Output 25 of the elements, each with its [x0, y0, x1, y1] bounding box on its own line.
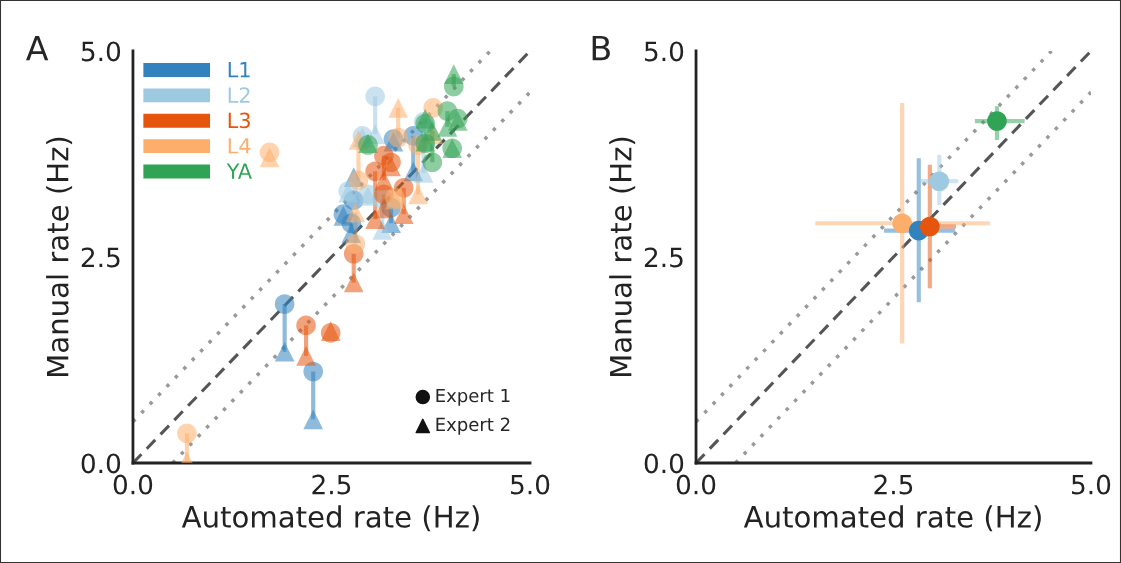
annotation: Expert 2: [436, 417, 510, 435]
legend-label: L3: [228, 112, 250, 129]
y-tick-label: 0.0: [644, 453, 684, 474]
x-tick-label: 0.0: [113, 474, 153, 495]
x-axis-title: Automated rate (Hz): [743, 505, 1041, 532]
y-tick-label: 2.5: [644, 247, 683, 268]
y-axis-title: Manual rate (Hz): [609, 137, 636, 377]
legend-label: YA: [226, 163, 252, 179]
x-tick-label: 2.5: [312, 474, 351, 495]
y-tick-label: 5.0: [644, 41, 684, 62]
y-tick-label: 0.0: [81, 453, 121, 474]
y-tick-label: 2.5: [81, 247, 120, 268]
x-tick-label: 5.0: [1072, 474, 1111, 495]
text: A: [26, 35, 49, 61]
annotation: Expert 1: [436, 388, 510, 406]
x-tick-label: 2.5: [874, 474, 913, 495]
legend-label: L4: [228, 138, 251, 154]
x-tick-label: 0.0: [676, 474, 716, 495]
y-axis-title: Manual rate (Hz): [46, 137, 73, 377]
legend-label: L1: [228, 62, 250, 78]
legend-label: L2: [228, 87, 250, 103]
y-tick-label: 5.0: [81, 41, 121, 62]
text: B: [592, 35, 610, 61]
x-axis-title: Automated rate (Hz): [181, 505, 479, 532]
x-tick-label: 5.0: [511, 474, 550, 495]
